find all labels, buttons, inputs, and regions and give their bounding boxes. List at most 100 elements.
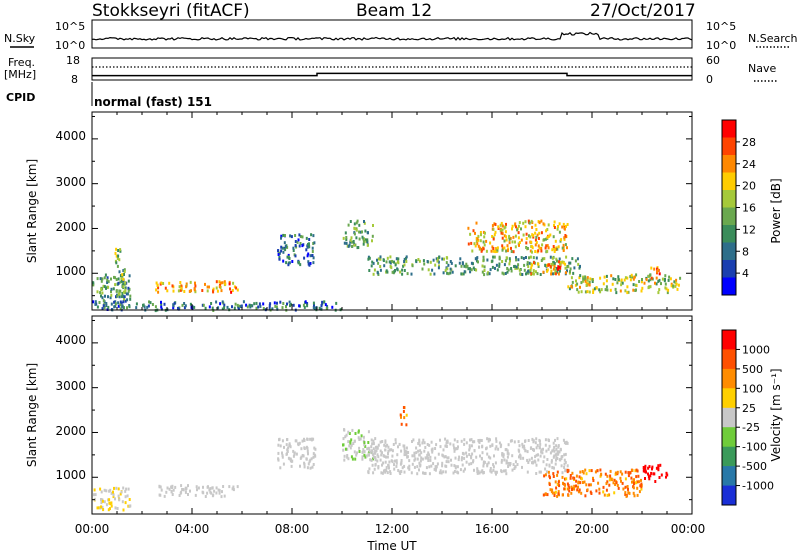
power-cell	[614, 278, 617, 281]
velocity-cell	[502, 453, 505, 457]
power-cell	[405, 255, 408, 259]
power-cell	[465, 262, 468, 266]
power-axis-ticks	[91, 112, 693, 310]
velocity-cell	[619, 476, 622, 480]
power-cell	[546, 228, 549, 231]
power-cell	[301, 235, 304, 239]
power-cell	[245, 303, 248, 307]
velocity-cell	[301, 439, 304, 443]
power-cell	[287, 263, 290, 267]
velocity-cell	[479, 454, 481, 458]
power-cell	[449, 271, 452, 275]
velocity-cell	[292, 449, 295, 453]
power-cell	[172, 306, 175, 310]
velocity-cell	[158, 485, 161, 489]
power-cell	[562, 222, 565, 226]
power-cell	[287, 253, 290, 257]
velocity-cell	[350, 455, 353, 459]
power-cell	[675, 282, 678, 286]
power-cell	[494, 250, 497, 254]
velocity-cell	[372, 471, 375, 475]
velocity-cell	[644, 464, 647, 468]
frequency-line	[92, 72, 692, 77]
power-cell	[102, 304, 105, 308]
power-cell	[117, 301, 120, 305]
velocity-cell	[463, 456, 466, 460]
power-cell	[355, 236, 358, 240]
power-cell	[557, 245, 560, 249]
velocity-cell	[473, 440, 476, 444]
velocity-cell	[613, 478, 616, 482]
power-cell	[657, 291, 660, 295]
velocity-cell	[349, 440, 352, 444]
velocity-cell	[642, 467, 645, 471]
power-cell	[624, 276, 627, 280]
power-cell	[286, 245, 289, 249]
power-cell	[202, 303, 205, 307]
power-cbar-tick-label: 24	[742, 158, 756, 171]
power-cell	[215, 286, 218, 290]
power-cell	[658, 278, 661, 282]
power-cell	[523, 268, 526, 272]
velocity-cell	[201, 490, 204, 494]
velocity-cell	[127, 504, 130, 508]
power-cell	[495, 247, 498, 251]
velocity-cell	[666, 473, 669, 477]
velocity-cell	[456, 465, 459, 469]
velocity-cell	[434, 447, 437, 450]
power-cell	[504, 272, 507, 275]
power-cell	[627, 290, 630, 294]
velocity-cell	[473, 468, 475, 472]
power-cell	[280, 245, 283, 249]
velocity-cell	[642, 466, 645, 469]
power-cell	[547, 246, 550, 250]
power-cell	[382, 259, 385, 262]
power-cell	[354, 227, 357, 231]
power-cell	[237, 307, 240, 311]
power-cell	[304, 300, 307, 304]
velocity-cell	[369, 458, 372, 462]
velocity-cell	[428, 465, 431, 469]
velocity-cell	[608, 478, 611, 482]
power-cell	[223, 306, 226, 310]
velocity-cell	[431, 448, 434, 452]
velocity-cell	[432, 462, 435, 466]
velocity-cell	[563, 462, 566, 466]
power-cbar-swatch	[722, 190, 736, 208]
velocity-cell	[390, 459, 393, 463]
freq-tick-18: 18	[66, 54, 80, 67]
power-cell	[189, 280, 192, 284]
velocity-cell	[384, 470, 387, 474]
velocity-cell	[476, 471, 479, 475]
power-data-layer	[92, 219, 682, 313]
power-cell	[465, 265, 468, 269]
power-cell	[114, 251, 117, 255]
power-cell	[552, 235, 555, 239]
velocity-cell	[303, 465, 306, 469]
velocity-cell	[358, 450, 361, 453]
velocity-cell	[377, 455, 380, 459]
power-cell	[335, 301, 338, 305]
velocity-cell	[401, 466, 404, 470]
velocity-cell	[506, 449, 509, 453]
power-cell	[491, 224, 494, 228]
power-cell	[282, 250, 285, 254]
velocity-cell	[564, 441, 567, 445]
velocity-cell	[411, 440, 413, 443]
power-cell	[667, 278, 670, 282]
velocity-cell	[571, 488, 573, 491]
power-cell	[554, 272, 557, 276]
power-cell	[530, 272, 533, 276]
velocity-cell	[293, 451, 296, 455]
power-cell	[288, 261, 291, 265]
velocity-cell	[549, 488, 552, 492]
power-cell	[437, 260, 440, 264]
velocity-cell	[114, 506, 117, 510]
velocity-cell	[218, 489, 221, 493]
power-cell	[586, 276, 589, 280]
power-cell	[525, 272, 527, 276]
power-cell	[626, 291, 629, 295]
power-cell	[529, 235, 532, 239]
power-cell	[509, 259, 511, 263]
